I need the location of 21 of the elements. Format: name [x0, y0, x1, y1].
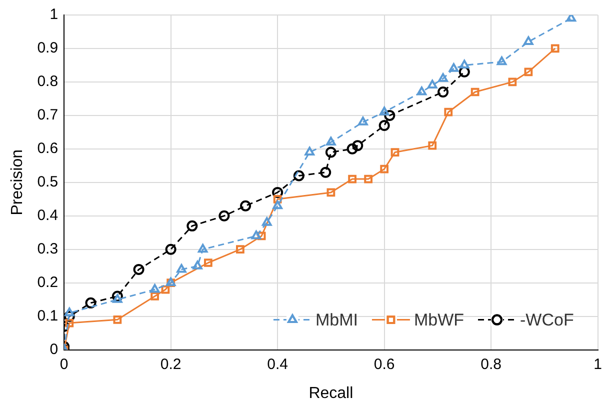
x-tick-label: 1 [594, 356, 602, 373]
legend-label: -WCoF [520, 310, 574, 330]
x-axis-title: Recall [308, 384, 354, 402]
x-tick-label: 0.8 [480, 356, 502, 373]
y-tick-label: 0.5 [37, 174, 58, 191]
y-tick-label: 1 [50, 6, 58, 24]
y-tick-label: 0 [50, 340, 58, 358]
x-tick-label: 0.2 [160, 356, 182, 373]
y-tick-label: 0.9 [37, 40, 58, 57]
y-tick-label: 0.6 [37, 140, 58, 158]
legend-label: MbWF [414, 310, 464, 330]
y-tick-label: 0.4 [37, 207, 58, 224]
legend-label: MbMI [315, 310, 358, 330]
y-tick-label: 0.1 [37, 307, 58, 324]
y-tick-label: 0.7 [37, 106, 58, 124]
x-tick-label: 0.4 [267, 356, 288, 373]
y-tick-label: 0.8 [37, 73, 58, 90]
y-tick-label: 0.3 [37, 240, 58, 258]
x-tick-label: 0.6 [374, 356, 395, 373]
y-tick-label: 0.2 [37, 274, 58, 291]
y-axis-title: Precision [9, 149, 26, 216]
